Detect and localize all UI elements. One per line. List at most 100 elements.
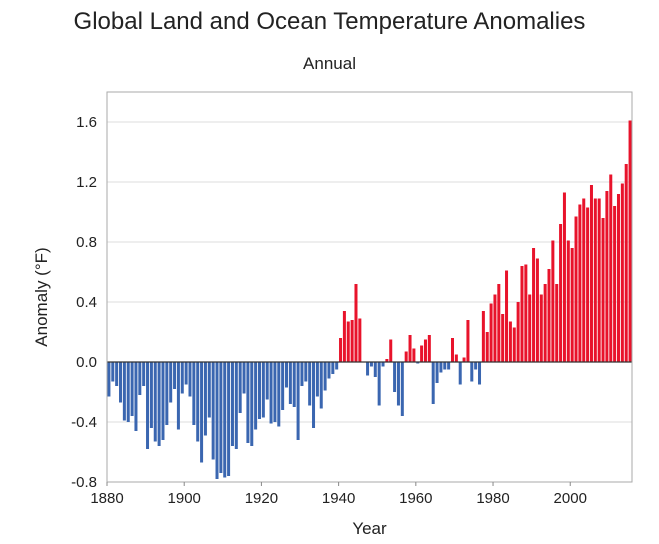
bar-1907 xyxy=(211,362,215,460)
bar-1988 xyxy=(524,264,528,362)
y-axis-label: Anomaly (°F) xyxy=(32,247,51,346)
plot-frame xyxy=(106,91,633,483)
x-tick-label: 1960 xyxy=(399,490,432,507)
bar-1997 xyxy=(559,224,563,362)
bar-1994 xyxy=(547,269,551,362)
bar-2013 xyxy=(620,183,624,362)
y-tick-label: 0.4 xyxy=(76,294,97,311)
bar-1903 xyxy=(196,362,200,442)
y-tick-label: -0.4 xyxy=(71,414,97,431)
bar-1921 xyxy=(265,362,269,400)
bar-2014 xyxy=(624,164,628,362)
bar-1886 xyxy=(130,362,134,416)
bar-1928 xyxy=(292,362,296,407)
bar-1947 xyxy=(366,362,370,376)
bar-1912 xyxy=(230,362,234,446)
bar-1933 xyxy=(312,362,316,428)
bar-1920 xyxy=(261,362,265,418)
bar-1958 xyxy=(408,335,412,362)
bar-1883 xyxy=(119,362,123,403)
bar-1941 xyxy=(342,311,346,362)
bar-1910 xyxy=(223,362,227,478)
bar-1931 xyxy=(304,362,308,382)
bar-1925 xyxy=(281,362,285,410)
chart-subtitle: Annual xyxy=(303,54,356,73)
bar-1909 xyxy=(219,362,223,473)
bar-1880 xyxy=(107,362,111,397)
bar-1983 xyxy=(505,270,509,362)
y-tick-label: -0.8 xyxy=(71,474,97,491)
bar-1962 xyxy=(423,339,427,362)
bar-2006 xyxy=(593,198,597,362)
bar-1993 xyxy=(543,284,547,362)
bar-2001 xyxy=(574,216,578,362)
bar-1936 xyxy=(323,362,327,391)
bar-2000 xyxy=(570,248,574,362)
bar-1901 xyxy=(188,362,192,397)
bar-1900 xyxy=(184,362,188,385)
x-axis-label: Year xyxy=(352,519,387,538)
bar-1968 xyxy=(447,362,451,370)
bar-1977 xyxy=(481,311,485,362)
chart-title: Global Land and Ocean Temperature Anomal… xyxy=(73,8,586,35)
y-tick-label: 0.8 xyxy=(76,234,97,251)
bar-1957 xyxy=(404,351,408,362)
bar-1914 xyxy=(238,362,242,413)
x-tick-label: 1920 xyxy=(245,490,278,507)
bar-1922 xyxy=(269,362,273,424)
bar-1902 xyxy=(192,362,196,425)
bar-1897 xyxy=(173,362,177,389)
bar-1954 xyxy=(393,362,397,392)
bar-1908 xyxy=(215,362,219,479)
bar-1971 xyxy=(458,362,462,385)
bar-1967 xyxy=(443,362,447,370)
bar-1980 xyxy=(493,294,497,362)
bar-1952 xyxy=(385,359,389,362)
bar-1995 xyxy=(551,240,555,362)
bar-1989 xyxy=(528,294,532,362)
x-tick-label: 1900 xyxy=(168,490,201,507)
bar-2010 xyxy=(609,174,613,362)
bar-1942 xyxy=(346,321,350,362)
bar-1940 xyxy=(339,338,343,362)
y-tick-labels: -0.8 -0.4 0.0 0.4 0.8 1.2 1.6 xyxy=(71,114,97,491)
bar-1991 xyxy=(535,258,539,362)
bar-1985 xyxy=(512,327,516,362)
bar-1979 xyxy=(489,303,493,362)
bar-1975 xyxy=(474,362,478,370)
bar-1987 xyxy=(520,266,524,362)
bar-1961 xyxy=(420,345,424,362)
bar-1974 xyxy=(470,362,474,382)
bar-1905 xyxy=(203,362,207,436)
bar-1895 xyxy=(165,362,169,425)
bar-1986 xyxy=(516,302,520,362)
bar-1963 xyxy=(427,335,431,362)
bar-1899 xyxy=(180,362,184,394)
bar-1948 xyxy=(369,362,373,367)
bar-1937 xyxy=(327,362,331,379)
bar-1996 xyxy=(555,284,559,362)
bar-1904 xyxy=(200,362,204,463)
bar-1965 xyxy=(435,362,439,383)
bar-1964 xyxy=(431,362,435,404)
bar-1950 xyxy=(377,362,381,406)
bar-2012 xyxy=(616,194,620,362)
bar-1919 xyxy=(257,362,261,419)
y-tick-label: 0.0 xyxy=(76,354,97,371)
bar-1938 xyxy=(331,362,335,374)
bar-1881 xyxy=(111,362,115,382)
bar-1906 xyxy=(207,362,211,418)
bar-1915 xyxy=(242,362,246,394)
bar-1898 xyxy=(176,362,180,430)
bar-1891 xyxy=(149,362,153,428)
bar-1894 xyxy=(161,362,165,440)
bar-1969 xyxy=(450,338,454,362)
bars xyxy=(107,120,632,479)
bar-1890 xyxy=(146,362,150,449)
y-tick-label: 1.6 xyxy=(76,114,97,131)
x-tick-label: 2000 xyxy=(554,490,587,507)
bar-1913 xyxy=(234,362,238,449)
bar-1893 xyxy=(157,362,161,446)
bar-1982 xyxy=(501,314,505,362)
bar-1944 xyxy=(354,284,358,362)
